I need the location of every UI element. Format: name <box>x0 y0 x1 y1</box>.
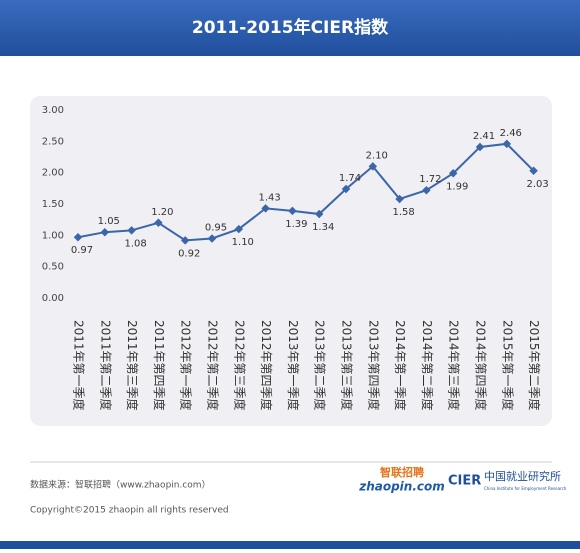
data-label: 2.46 <box>500 128 522 139</box>
marker <box>448 169 458 178</box>
x-tick-label: 2013年第四季度 <box>366 320 381 411</box>
data-label: 2.10 <box>366 150 388 161</box>
marker <box>154 218 163 228</box>
logo-text: 中国就业研究所 <box>484 469 561 483</box>
line <box>77 142 535 242</box>
y-tick-label: 2.00 <box>42 168 64 179</box>
x-tick-label: 2012年第三季度 <box>232 320 247 411</box>
data-label: 1.20 <box>151 207 173 218</box>
y-tick-label: 3.00 <box>42 105 64 116</box>
data-label: 2.41 <box>473 131 495 142</box>
x-tick-label: 2014年第三季度 <box>447 320 462 411</box>
footer-bar <box>0 541 580 549</box>
x-tick-label: 2012年第一季度 <box>179 320 194 411</box>
marker <box>100 227 110 237</box>
data-label: 0.97 <box>71 245 93 256</box>
data-label: 1.39 <box>285 219 307 230</box>
marker <box>288 206 297 216</box>
y-tick-label: 0.50 <box>42 262 64 273</box>
marker <box>127 226 136 235</box>
data-label: 1.08 <box>124 238 146 249</box>
x-tick-label: 2013年第三季度 <box>340 320 355 411</box>
x-tick-label: 2011年第一季度 <box>72 320 87 411</box>
data-label: 0.95 <box>205 222 227 233</box>
data-label: 1.99 <box>446 181 468 192</box>
data-label: 1.34 <box>312 222 334 233</box>
marker <box>395 194 404 204</box>
data-label: 1.10 <box>232 237 254 248</box>
x-tick-label: 2015年第二季度 <box>527 320 542 411</box>
logo-text: 智联招聘 <box>380 465 424 479</box>
data-label: 1.74 <box>339 173 361 184</box>
plot-panel <box>30 96 552 426</box>
x-tick-label: 2011年第二季度 <box>98 320 113 411</box>
y-tick-label: 1.00 <box>42 230 64 241</box>
x-tick-label: 2011年第四季度 <box>152 320 167 411</box>
marker <box>207 234 217 243</box>
marker <box>475 142 485 152</box>
logo-text: CIER <box>448 474 481 489</box>
copyright: Copyright©2015 zhaopin all rights reserv… <box>30 506 229 516</box>
x-tick-label: 2014年第四季度 <box>474 320 489 411</box>
x-tick-label: 2011年第三季度 <box>125 320 140 411</box>
marker <box>314 209 324 219</box>
data-label: 0.92 <box>178 248 200 259</box>
data-label: 1.58 <box>392 207 414 218</box>
x-tick-label: 2012年第二季度 <box>206 320 221 411</box>
marker <box>422 185 431 195</box>
x-tick-label: 2013年第二季度 <box>313 320 328 411</box>
x-tick-label: 2012年第四季度 <box>259 320 274 411</box>
marker <box>368 162 378 171</box>
marker <box>341 184 351 194</box>
data-label: 1.43 <box>258 192 280 203</box>
data-label: 1.05 <box>98 216 120 227</box>
x-tick-label: 2015年第一季度 <box>500 320 515 411</box>
marker <box>180 236 190 245</box>
data-label: 2.03 <box>526 179 548 190</box>
data-label: 1.72 <box>419 174 441 185</box>
page-title: 2011-2015年CIER指数 <box>192 17 389 38</box>
marker <box>73 232 83 242</box>
marker <box>234 224 244 234</box>
x-tick-label: 2014年第二季度 <box>420 320 435 411</box>
header-bar <box>0 0 580 56</box>
x-tick-label: 2014年第一季度 <box>393 320 408 411</box>
y-tick-label: 2.50 <box>42 136 64 147</box>
y-tick-label: 1.50 <box>42 199 64 210</box>
x-tick-label: 2013年第一季度 <box>286 320 301 411</box>
logo-text: zhaopin.com <box>358 480 445 494</box>
marker <box>261 204 270 213</box>
marker <box>502 139 512 149</box>
logo-text: China Institute for Employment Research <box>484 486 567 491</box>
y-tick-label: 0.00 <box>42 293 64 304</box>
source: 数据来源：智联招聘（www.zhaopin.com） <box>30 479 211 491</box>
